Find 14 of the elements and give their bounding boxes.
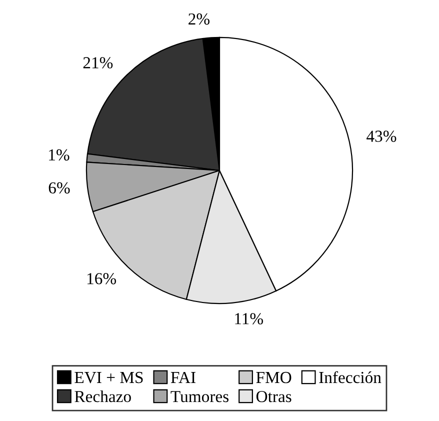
legend-label: EVI + MS — [74, 372, 143, 384]
legend-label: FMO — [256, 372, 292, 384]
data-label: 16% — [88, 273, 116, 284]
legend-label: Rechazo — [74, 390, 131, 402]
data-label: 1% — [49, 149, 70, 161]
legend-label: Otras — [256, 390, 292, 402]
legend-label: Infección — [319, 371, 382, 384]
data-label: 11% — [235, 313, 264, 324]
data-label: 6% — [48, 182, 70, 194]
data-label: 2% — [188, 13, 210, 25]
data-label: 21% — [83, 57, 113, 68]
legend-label: Tumores — [170, 391, 228, 402]
data-label: 43% — [366, 130, 396, 142]
legend-label: FAI — [170, 372, 196, 383]
